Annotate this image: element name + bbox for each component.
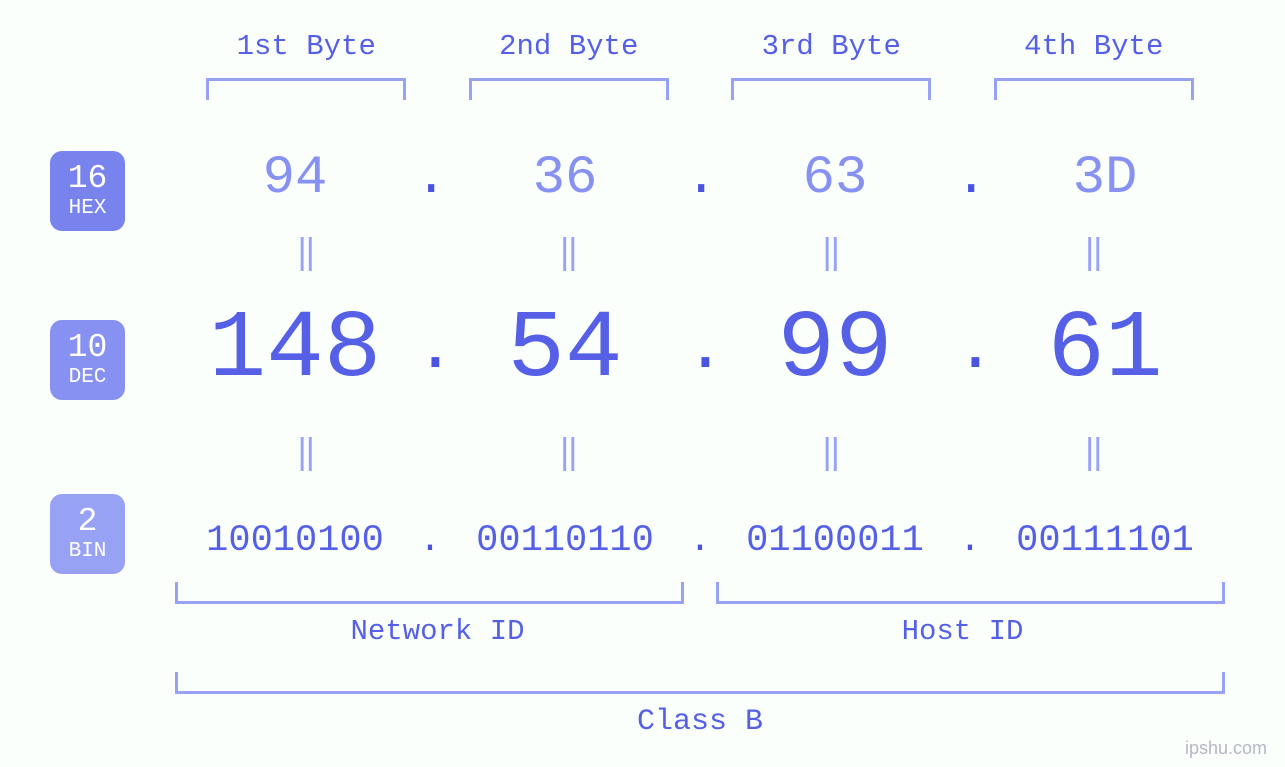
bracket-icon	[469, 78, 669, 100]
dot-separator: .	[685, 148, 715, 209]
equals-icon: ‖	[438, 432, 701, 474]
equals-icon: ‖	[175, 432, 438, 474]
host-id-label: Host ID	[700, 615, 1225, 648]
dec-base-number: 10	[68, 331, 108, 366]
byte-header-1: 1st Byte	[175, 30, 438, 63]
byte-header-2: 2nd Byte	[438, 30, 701, 63]
dot-separator: .	[955, 520, 985, 562]
dot-separator: .	[415, 311, 445, 388]
network-bracket-icon	[175, 582, 684, 604]
bin-byte-4: 00111101	[985, 520, 1225, 562]
equals-icon: ‖	[700, 232, 963, 274]
equals-row-1: ‖ ‖ ‖ ‖	[175, 232, 1225, 274]
dot-separator: .	[955, 148, 985, 209]
dot-separator: .	[685, 520, 715, 562]
dec-byte-1: 148	[175, 295, 415, 404]
host-bracket-icon	[716, 582, 1225, 604]
bin-byte-2: 00110110	[445, 520, 685, 562]
bin-byte-1: 10010100	[175, 520, 415, 562]
dec-byte-4: 61	[985, 295, 1225, 404]
class-bracket-icon	[175, 672, 1225, 694]
equals-icon: ‖	[963, 232, 1226, 274]
dec-byte-3: 99	[715, 295, 955, 404]
hex-badge: 16 HEX	[50, 151, 125, 231]
bin-base-number: 2	[78, 505, 98, 540]
class-label: Class B	[175, 705, 1225, 739]
bin-base-label: BIN	[69, 541, 107, 563]
dot-separator: .	[955, 311, 985, 388]
dot-separator: .	[415, 148, 445, 209]
dec-badge: 10 DEC	[50, 320, 125, 400]
id-brackets	[175, 582, 1225, 604]
network-id-label: Network ID	[175, 615, 700, 648]
bracket-icon	[731, 78, 931, 100]
dot-separator: .	[415, 520, 445, 562]
equals-icon: ‖	[963, 432, 1226, 474]
bracket-icon	[994, 78, 1194, 100]
watermark: ipshu.com	[1185, 738, 1267, 759]
id-labels: Network ID Host ID	[175, 615, 1225, 648]
dec-byte-2: 54	[445, 295, 685, 404]
byte-header-3: 3rd Byte	[700, 30, 963, 63]
hex-base-number: 16	[68, 162, 108, 197]
dot-separator: .	[685, 311, 715, 388]
dec-base-label: DEC	[69, 367, 107, 389]
equals-icon: ‖	[438, 232, 701, 274]
byte-header-4: 4th Byte	[963, 30, 1226, 63]
byte-headers: 1st Byte 2nd Byte 3rd Byte 4th Byte	[175, 30, 1225, 63]
bracket-icon	[206, 78, 406, 100]
hex-byte-1: 94	[175, 148, 415, 209]
bin-badge: 2 BIN	[50, 494, 125, 574]
hex-byte-2: 36	[445, 148, 685, 209]
bin-byte-3: 01100011	[715, 520, 955, 562]
dec-row: 148 . 54 . 99 . 61	[175, 295, 1225, 404]
hex-row: 94 . 36 . 63 . 3D	[175, 148, 1225, 209]
bin-row: 10010100 . 00110110 . 01100011 . 0011110…	[175, 520, 1225, 562]
equals-row-2: ‖ ‖ ‖ ‖	[175, 432, 1225, 474]
top-brackets	[175, 78, 1225, 100]
hex-byte-4: 3D	[985, 148, 1225, 209]
hex-byte-3: 63	[715, 148, 955, 209]
equals-icon: ‖	[175, 232, 438, 274]
hex-base-label: HEX	[69, 198, 107, 220]
equals-icon: ‖	[700, 432, 963, 474]
